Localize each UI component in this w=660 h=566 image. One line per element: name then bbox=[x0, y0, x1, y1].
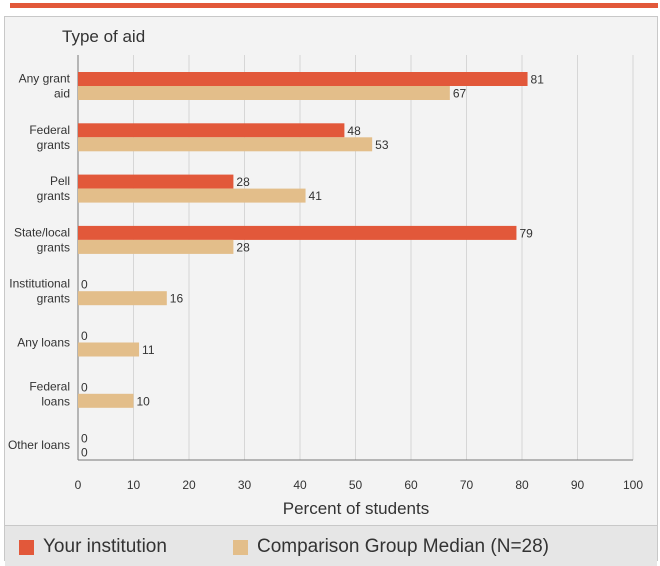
x-tick-label: 80 bbox=[515, 478, 529, 492]
category-label: loans bbox=[41, 394, 70, 408]
legend: Your institution Comparison Group Median… bbox=[5, 525, 657, 566]
x-tick-label: 20 bbox=[182, 478, 196, 492]
x-axis-label: Percent of students bbox=[283, 499, 429, 518]
data-label-your-institution: 0 bbox=[81, 278, 88, 292]
data-label-your-institution: 0 bbox=[81, 432, 88, 446]
x-tick-label: 0 bbox=[75, 478, 82, 492]
x-tick-label: 50 bbox=[349, 478, 363, 492]
category-label: Any grant bbox=[19, 72, 71, 86]
chart-title: Type of aid bbox=[62, 27, 145, 46]
category-label: aid bbox=[54, 87, 70, 101]
legend-label-comparison: Comparison Group Median (N=28) bbox=[257, 536, 549, 557]
grid-lines bbox=[77, 55, 634, 461]
data-label-comparison: 16 bbox=[170, 292, 184, 306]
x-tick-label: 90 bbox=[571, 478, 585, 492]
category-label: Federal bbox=[29, 379, 70, 393]
category-label: Any loans bbox=[17, 336, 70, 350]
data-label-your-institution: 48 bbox=[347, 124, 361, 138]
data-label-your-institution: 0 bbox=[81, 380, 88, 394]
category-label: grants bbox=[37, 189, 70, 203]
category-label: grants bbox=[37, 292, 70, 306]
legend-label-your-institution: Your institution bbox=[43, 536, 167, 557]
bar-comparison bbox=[78, 393, 134, 408]
bar-your-institution bbox=[78, 225, 517, 240]
category-label: Pell bbox=[50, 174, 70, 188]
category-label: grants bbox=[37, 138, 70, 152]
data-label-your-institution: 0 bbox=[81, 329, 88, 343]
data-label-comparison: 28 bbox=[236, 240, 250, 254]
data-label-comparison: 67 bbox=[453, 87, 467, 101]
category-labels: Any grantaidFederalgrantsPellgrantsState… bbox=[8, 72, 71, 453]
data-label-comparison: 0 bbox=[81, 446, 88, 460]
legend-item-your-institution: Your institution bbox=[19, 536, 167, 558]
bar-your-institution bbox=[78, 174, 234, 189]
x-tick-labels: 0 10 20 30 40 50 60 70 80 90 100 bbox=[75, 478, 644, 492]
data-label-your-institution: 79 bbox=[519, 226, 533, 240]
bars bbox=[78, 72, 528, 408]
data-label-comparison: 41 bbox=[309, 189, 323, 203]
data-label-your-institution: 28 bbox=[236, 175, 250, 189]
bar-comparison bbox=[78, 188, 306, 203]
legend-swatch-comparison bbox=[233, 539, 248, 555]
data-label-comparison: 53 bbox=[375, 138, 389, 152]
bar-comparison bbox=[78, 86, 450, 100]
bar-comparison bbox=[78, 137, 373, 152]
data-label-comparison: 11 bbox=[142, 343, 155, 357]
bar-comparison bbox=[78, 239, 234, 254]
top-accent-rule bbox=[10, 3, 658, 8]
bar-comparison bbox=[78, 291, 167, 306]
legend-swatch-your-institution bbox=[19, 539, 34, 555]
bar-comparison bbox=[78, 342, 140, 357]
category-label: Federal bbox=[29, 123, 70, 137]
data-label-your-institution: 81 bbox=[531, 73, 545, 87]
bar-your-institution bbox=[78, 72, 528, 86]
category-label: grants bbox=[37, 240, 70, 254]
x-tick-label: 70 bbox=[460, 478, 474, 492]
x-tick-label: 30 bbox=[238, 478, 252, 492]
legend-item-comparison: Comparison Group Median (N=28) bbox=[233, 536, 549, 558]
data-label-comparison: 10 bbox=[137, 394, 151, 408]
category-label: State/local bbox=[14, 225, 70, 239]
category-label: Institutional bbox=[9, 277, 70, 291]
x-tick-label: 40 bbox=[293, 478, 307, 492]
category-label: Other loans bbox=[8, 438, 70, 452]
x-tick-label: 60 bbox=[404, 478, 418, 492]
chart-panel bbox=[4, 16, 658, 561]
x-tick-label: 10 bbox=[127, 478, 141, 492]
bar-your-institution bbox=[78, 123, 345, 138]
x-tick-label: 100 bbox=[623, 478, 643, 492]
